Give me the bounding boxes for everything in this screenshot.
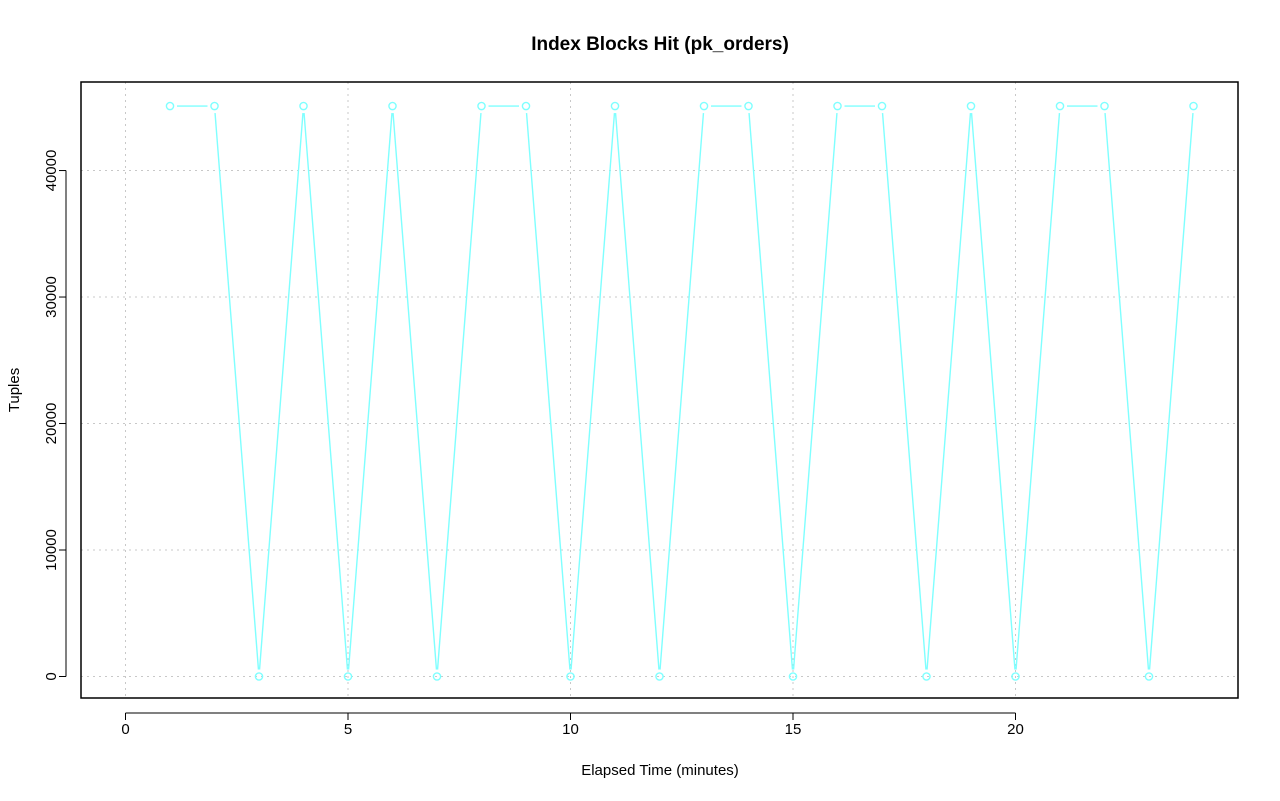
data-point <box>744 101 753 111</box>
data-point <box>1011 672 1020 681</box>
plot-frame <box>80 81 1239 699</box>
series-segment <box>970 112 1016 670</box>
y-tick-label: 40000 <box>43 150 60 192</box>
data-point <box>833 101 842 111</box>
x-tick-label: 5 <box>344 721 352 738</box>
x-axis: 0 5 10 15 20 <box>121 712 1024 738</box>
series-segment <box>392 112 438 670</box>
data-point <box>299 101 308 111</box>
y-axis: 0 10000 20000 30000 40000 <box>43 150 67 681</box>
data-point <box>477 101 486 111</box>
data-point <box>566 672 575 681</box>
series-segment <box>436 112 482 670</box>
series-segment <box>570 112 616 670</box>
y-tick-label: 30000 <box>43 276 60 318</box>
series-segment <box>1104 112 1150 670</box>
data-point <box>966 101 976 111</box>
series-segment <box>347 112 393 670</box>
data-point <box>610 101 620 111</box>
data-point <box>210 101 219 111</box>
data-point <box>699 101 709 111</box>
data-point <box>788 672 798 681</box>
y-tick-label: 10000 <box>43 529 60 571</box>
series-layer <box>165 101 1198 681</box>
data-point <box>1189 101 1198 111</box>
data-point <box>922 672 931 681</box>
data-point <box>254 672 264 681</box>
y-tick-label: 0 <box>43 672 60 680</box>
x-tick-label: 10 <box>562 721 579 738</box>
x-tick-label: 15 <box>785 721 802 738</box>
x-tick-label: 20 <box>1007 721 1024 738</box>
series-segment <box>525 112 571 670</box>
data-point <box>1055 101 1065 111</box>
data-point <box>521 101 531 111</box>
series-segment <box>258 112 304 670</box>
series-segment <box>214 112 260 670</box>
data-point <box>388 101 397 111</box>
series-segment <box>1148 112 1194 670</box>
y-tick-label: 20000 <box>43 403 60 445</box>
data-point <box>1100 101 1109 111</box>
chart-title: Index Blocks Hit (pk_orders) <box>531 34 789 55</box>
data-point <box>655 672 664 681</box>
series-segment <box>303 112 349 670</box>
data-point <box>165 101 175 111</box>
data-point <box>1144 672 1154 681</box>
series-segment <box>792 112 838 670</box>
series-segment <box>1015 112 1061 670</box>
data-point <box>343 672 353 681</box>
data-point <box>432 672 442 681</box>
series-segment <box>614 112 660 670</box>
x-tick-label: 0 <box>121 721 129 738</box>
series-segment <box>659 112 705 670</box>
data-point <box>877 101 887 111</box>
x-axis-label: Elapsed Time (minutes) <box>581 762 739 779</box>
series-segment <box>748 112 794 670</box>
grid-lines <box>81 82 1238 698</box>
series-segment <box>881 112 927 670</box>
y-axis-label: Tuples <box>6 368 23 412</box>
series-segment <box>926 112 972 670</box>
